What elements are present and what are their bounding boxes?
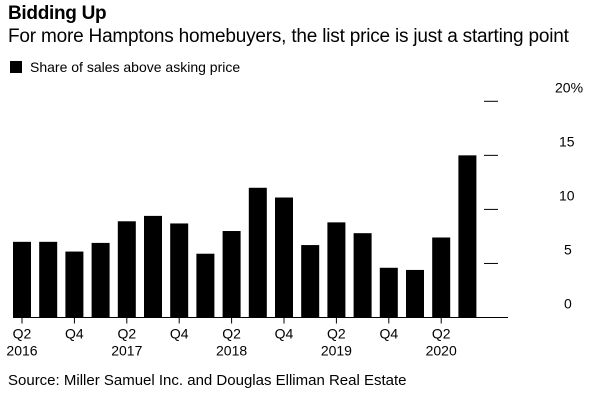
- x-tick-year-label: 2019: [321, 343, 352, 359]
- x-tick-label: Q4: [170, 326, 189, 342]
- x-tick-label: Q2: [117, 326, 136, 342]
- bar-q2-2017: [117, 221, 136, 318]
- x-tick-label: Q2: [13, 326, 32, 342]
- bar-q2-2020: [432, 237, 451, 318]
- x-tick-year-label: 2017: [111, 343, 142, 359]
- bar-q2-2019: [327, 222, 346, 318]
- bar-q3-2018: [248, 187, 267, 318]
- x-tick-label: Q2: [327, 326, 346, 342]
- bar-q1-2018: [196, 253, 215, 318]
- y-tick-label: 10: [559, 187, 575, 203]
- y-tick-label: 0: [564, 296, 572, 312]
- bar-q2-2018: [222, 231, 241, 318]
- bar-q4-2018: [275, 197, 293, 318]
- bar-q3-2016: [39, 241, 58, 318]
- bar-q2-2016: [13, 241, 31, 318]
- x-tick-year-label: 2020: [426, 343, 457, 359]
- source-note: Source: Miller Samuel Inc. and Douglas E…: [8, 372, 407, 389]
- chart-subtitle: For more Hamptons homebuyers, the list p…: [8, 26, 569, 47]
- x-tick-year-label: 2016: [6, 343, 37, 359]
- x-tick-label: Q4: [275, 326, 294, 342]
- bar-q4-2017: [170, 223, 189, 318]
- bar-q1-2019: [301, 245, 320, 318]
- bar-q3-2017: [144, 215, 162, 318]
- y-tick-label: 15: [559, 133, 575, 149]
- x-tick-label: Q2: [432, 326, 451, 342]
- x-tick-label: Q4: [65, 326, 84, 342]
- y-tick-label: 5: [564, 241, 572, 257]
- legend: Share of sales above asking price: [10, 59, 240, 75]
- x-tick-label: Q2: [222, 326, 241, 342]
- bar-q3-2020: [458, 155, 477, 318]
- bar-q1-2017: [91, 242, 110, 318]
- bar-q4-2019: [379, 267, 398, 318]
- bar-q4-2016: [65, 251, 84, 318]
- bar-q1-2020: [406, 269, 424, 318]
- legend-swatch: [10, 61, 22, 73]
- x-tick-year-label: 2018: [216, 343, 247, 359]
- y-tick-label: 20%: [555, 79, 583, 95]
- bar-q3-2019: [353, 233, 372, 318]
- x-tick-label: Q4: [379, 326, 398, 342]
- chart-title: Bidding Up: [8, 3, 107, 24]
- legend-label: Share of sales above asking price: [30, 59, 241, 75]
